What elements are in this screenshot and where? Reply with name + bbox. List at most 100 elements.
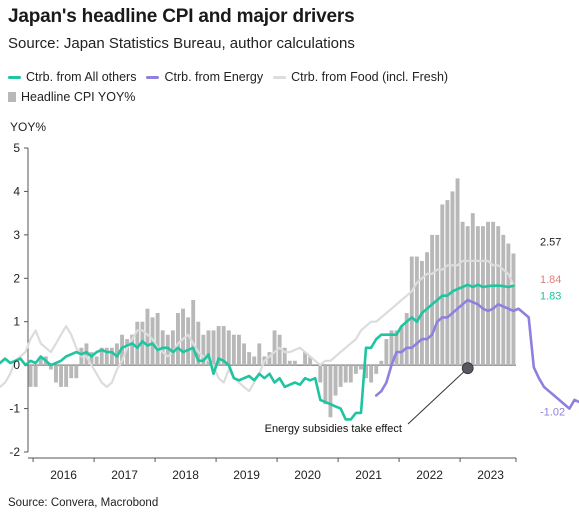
cpi-bar: [252, 356, 257, 366]
end-label-energy: -1.02: [540, 406, 565, 418]
cpi-bar: [155, 313, 160, 366]
cpi-bar: [369, 365, 374, 383]
x-tick-label: 2023: [477, 468, 504, 482]
cpi-bar: [486, 221, 490, 366]
legend-swatch-energy: [146, 75, 160, 79]
y-tick-label: -1: [9, 402, 20, 416]
cpi-bar: [145, 308, 150, 366]
line-others: [0, 283, 515, 421]
cpi-bar: [69, 365, 74, 379]
cpi-bar: [191, 300, 196, 366]
legend-swatch-cpi: [8, 92, 16, 102]
cpi-bar: [196, 321, 201, 366]
legend-label-cpi: Headline CPI YOY%: [21, 90, 136, 104]
legend-label-food: Ctrb. from Food (incl. Fresh): [291, 70, 449, 84]
source-note: Source: Convera, Macrobond: [8, 497, 159, 509]
cpi-bar: [125, 339, 130, 366]
cpi-bar: [491, 221, 496, 366]
cpi-bar: [404, 313, 409, 366]
chart-subtitle: Source: Japan Statistics Bureau, author …: [8, 35, 355, 52]
cpi-bar: [221, 326, 226, 366]
chart-title: Japan's headline CPI and major drivers: [8, 6, 355, 27]
cpi-bar: [48, 365, 53, 370]
cpi-bar: [282, 347, 287, 366]
series-lines: [0, 259, 579, 425]
cpi-bar: [38, 356, 43, 366]
cpi-bar: [481, 226, 485, 366]
legend-label-others: Ctrb. from All others: [26, 70, 137, 84]
x-tick-label: 2021: [355, 468, 382, 482]
cpi-bar: [135, 321, 140, 366]
cpi-bar: [348, 365, 353, 383]
x-tick-label: 2018: [172, 468, 199, 482]
annotation-marker: [461, 362, 474, 375]
y-axis-label: YOY%: [10, 120, 46, 134]
cpi-bar: [303, 352, 307, 366]
cpi-bar: [328, 365, 333, 418]
cpi-bar: [323, 365, 328, 405]
y-tick-label: 4: [13, 184, 20, 198]
cpi-bar: [475, 226, 480, 366]
cpi-bar: [277, 334, 282, 366]
cpi-bar: [99, 347, 104, 366]
cpi-bar: [414, 256, 419, 366]
cpi-bar: [165, 334, 170, 366]
cpi-bar: [237, 334, 241, 366]
cpi-bar: [181, 308, 185, 366]
cpi-bar: [465, 226, 470, 366]
legend-item-energy: Ctrb. from Energy: [146, 70, 263, 84]
plot-axes: [24, 147, 517, 462]
legend-item-food: Ctrb. from Food (incl. Fresh): [273, 70, 448, 84]
cpi-bar: [343, 365, 348, 383]
legend-swatch-others: [8, 75, 21, 79]
cpi-bar: [364, 365, 368, 379]
legend-item-others: Ctrb. from All others: [8, 70, 136, 84]
x-tick-label: 2022: [416, 468, 443, 482]
end-label-cpi: 2.57: [540, 237, 561, 249]
cpi-bar: [104, 347, 109, 366]
cpi-bar: [394, 330, 399, 366]
cpi-bar: [450, 191, 455, 366]
cpi-bar: [54, 365, 58, 383]
cpi-bar: [292, 360, 297, 366]
legend: Ctrb. from All others Ctrb. from Energy …: [8, 67, 573, 107]
cpi-bar: [460, 221, 465, 366]
cpi-bar: [64, 365, 69, 387]
y-tick-label: 3: [13, 228, 20, 242]
cpi-bar: [272, 330, 277, 366]
line-energy: [374, 298, 579, 410]
cpi-bar: [84, 343, 89, 366]
cpi-bar: [176, 313, 180, 366]
y-tick-label: 0: [13, 358, 20, 372]
cpi-bar: [267, 352, 272, 366]
cpi-bar: [409, 256, 414, 366]
cpi-bar: [455, 178, 460, 366]
line-food: [0, 259, 515, 393]
cpi-bar: [28, 365, 33, 387]
cpi-bar: [242, 343, 246, 366]
cpi-bar: [287, 360, 292, 366]
cpi-bar: [247, 352, 252, 366]
cpi-bar: [130, 334, 135, 366]
cpi-bar: [470, 213, 475, 366]
x-tick-label: 2020: [294, 468, 321, 482]
annotation-text: Energy subsidies take effect: [265, 423, 402, 435]
cpi-bar: [430, 234, 435, 366]
y-tick-label: 2: [13, 271, 20, 285]
cpi-bar: [89, 352, 94, 366]
cpi-bar: [201, 334, 206, 366]
cpi-bar: [33, 365, 38, 387]
x-tick-label: 2017: [111, 468, 138, 482]
cpi-bar: [379, 360, 384, 366]
cpi-bar: [59, 365, 63, 387]
cpi-bar: [440, 204, 445, 366]
cpi-bar: [216, 326, 221, 366]
cpi-bar: [109, 347, 114, 366]
x-tick-label: 2016: [50, 468, 77, 482]
legend-swatch-food: [273, 75, 287, 79]
cpi-bar: [399, 326, 404, 366]
legend-item-cpi: Headline CPI YOY%: [8, 90, 135, 104]
cpi-bar: [186, 317, 191, 366]
cpi-bar: [359, 365, 363, 370]
